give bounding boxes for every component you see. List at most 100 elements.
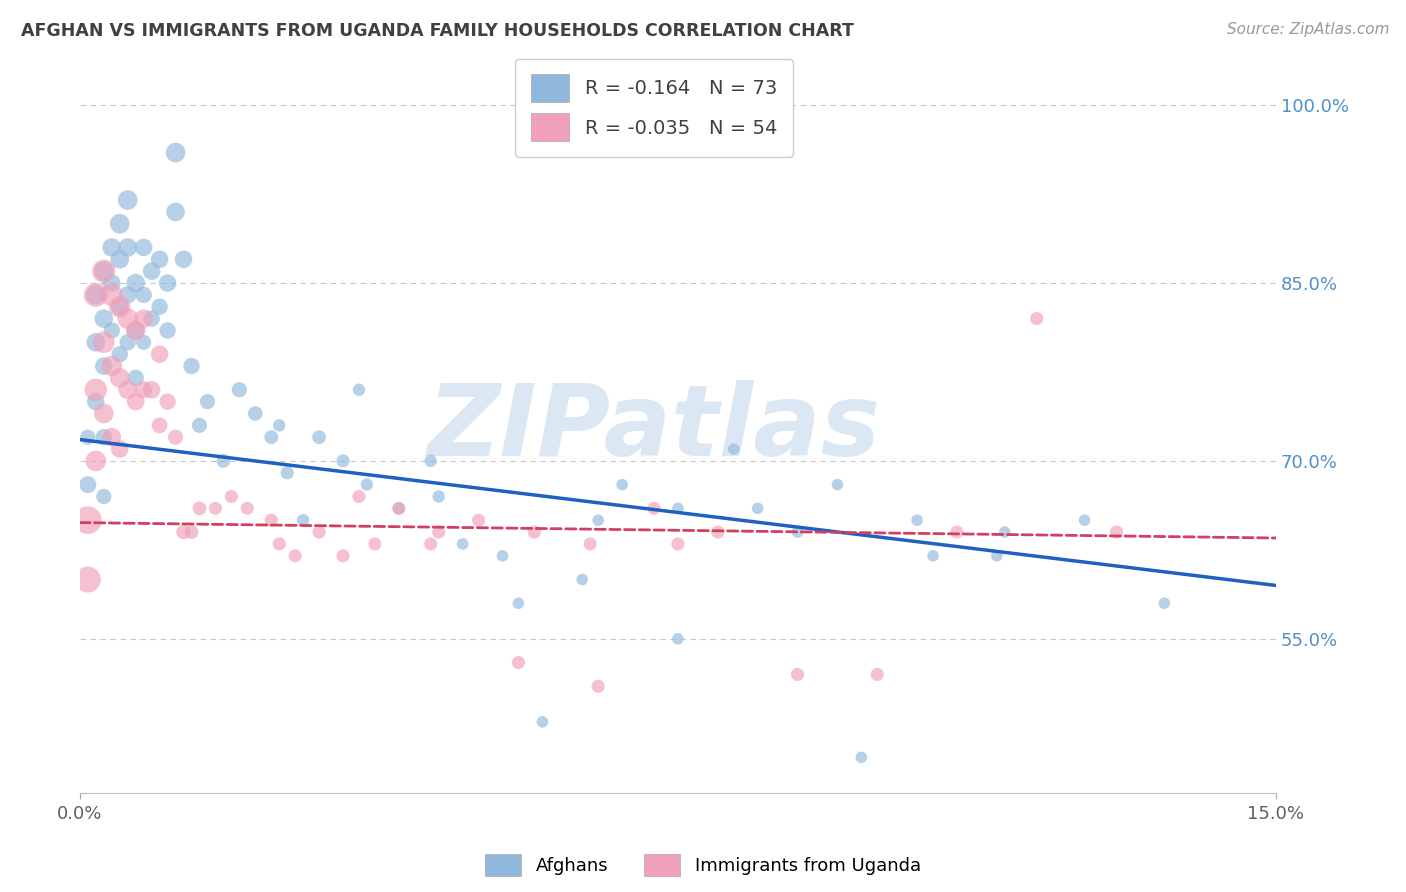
Point	[228, 383, 250, 397]
Point	[332, 549, 354, 563]
Point	[141, 311, 163, 326]
Point	[827, 477, 849, 491]
Point	[212, 454, 235, 468]
Point	[125, 323, 148, 337]
Point	[292, 513, 315, 527]
Point	[117, 335, 139, 350]
Point	[117, 311, 139, 326]
Point	[221, 490, 243, 504]
Text: AFGHAN VS IMMIGRANTS FROM UGANDA FAMILY HOUSEHOLDS CORRELATION CHART: AFGHAN VS IMMIGRANTS FROM UGANDA FAMILY …	[21, 22, 853, 40]
Point	[132, 288, 155, 302]
Point	[610, 477, 633, 491]
Point	[180, 359, 202, 373]
Point	[308, 524, 330, 539]
Legend: Afghans, Immigrants from Uganda: Afghans, Immigrants from Uganda	[478, 847, 928, 883]
Point	[149, 300, 172, 314]
Point	[84, 288, 107, 302]
Point	[276, 466, 298, 480]
Point	[188, 418, 211, 433]
Point	[165, 205, 187, 219]
Point	[284, 549, 307, 563]
Point	[347, 383, 370, 397]
Point	[188, 501, 211, 516]
Point	[523, 524, 546, 539]
Point	[204, 501, 226, 516]
Point	[117, 383, 139, 397]
Point	[866, 667, 889, 681]
Point	[156, 276, 179, 290]
Point	[269, 418, 291, 433]
Point	[93, 430, 115, 444]
Point	[388, 501, 411, 516]
Point	[197, 394, 219, 409]
Point	[93, 264, 115, 278]
Point	[100, 288, 122, 302]
Point	[132, 240, 155, 254]
Point	[364, 537, 387, 551]
Point	[786, 524, 808, 539]
Point	[579, 537, 602, 551]
Point	[117, 193, 139, 207]
Point	[117, 240, 139, 254]
Point	[132, 383, 155, 397]
Point	[173, 524, 195, 539]
Point	[165, 430, 187, 444]
Point	[125, 394, 148, 409]
Point	[180, 524, 202, 539]
Point	[388, 501, 411, 516]
Point	[108, 300, 131, 314]
Point	[108, 217, 131, 231]
Text: ZIPatlas: ZIPatlas	[427, 380, 880, 477]
Point	[1073, 513, 1095, 527]
Point	[1105, 524, 1128, 539]
Point	[491, 549, 513, 563]
Point	[905, 513, 928, 527]
Text: Source: ZipAtlas.com: Source: ZipAtlas.com	[1226, 22, 1389, 37]
Point	[93, 335, 115, 350]
Point	[100, 276, 122, 290]
Point	[427, 524, 450, 539]
Point	[108, 442, 131, 456]
Point	[84, 454, 107, 468]
Point	[76, 513, 98, 527]
Point	[173, 252, 195, 267]
Point	[93, 407, 115, 421]
Point	[260, 513, 283, 527]
Point	[156, 323, 179, 337]
Point	[245, 407, 267, 421]
Point	[84, 383, 107, 397]
Point	[100, 359, 122, 373]
Point	[586, 679, 609, 693]
Point	[707, 524, 730, 539]
Point	[156, 394, 179, 409]
Point	[108, 371, 131, 385]
Point	[419, 537, 441, 551]
Point	[141, 383, 163, 397]
Point	[108, 300, 131, 314]
Point	[308, 430, 330, 444]
Point	[586, 513, 609, 527]
Point	[986, 549, 1008, 563]
Point	[451, 537, 474, 551]
Point	[946, 524, 969, 539]
Point	[419, 454, 441, 468]
Point	[786, 667, 808, 681]
Point	[347, 490, 370, 504]
Point	[84, 335, 107, 350]
Point	[666, 632, 689, 646]
Point	[100, 323, 122, 337]
Point	[132, 335, 155, 350]
Point	[149, 347, 172, 361]
Point	[994, 524, 1017, 539]
Point	[132, 311, 155, 326]
Point	[76, 573, 98, 587]
Point	[508, 596, 530, 610]
Legend: R = -0.164   N = 73, R = -0.035   N = 54: R = -0.164 N = 73, R = -0.035 N = 54	[515, 59, 793, 157]
Point	[531, 714, 554, 729]
Point	[269, 537, 291, 551]
Point	[93, 264, 115, 278]
Point	[93, 311, 115, 326]
Point	[643, 501, 665, 516]
Point	[1025, 311, 1047, 326]
Point	[125, 323, 148, 337]
